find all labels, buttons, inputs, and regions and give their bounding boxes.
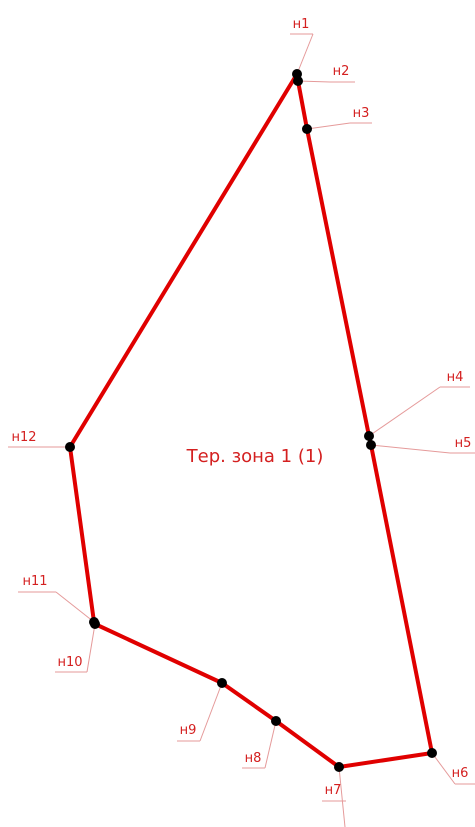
leader-line xyxy=(55,591,95,623)
node-point xyxy=(293,76,303,86)
node-point xyxy=(364,431,374,441)
node-label: н6 xyxy=(452,766,469,781)
node-point xyxy=(217,678,227,688)
leader-line xyxy=(86,623,96,673)
plot-boundary xyxy=(68,72,434,769)
node-label: н11 xyxy=(22,574,47,589)
node-point xyxy=(271,716,281,726)
node-point xyxy=(65,442,75,452)
leader-line xyxy=(368,386,441,437)
node-label: н7 xyxy=(325,783,342,798)
node-point xyxy=(366,440,376,450)
node-label: н12 xyxy=(11,430,36,445)
leader-line xyxy=(431,752,456,785)
leader-line xyxy=(338,766,346,827)
leader-line xyxy=(264,720,277,769)
zone-label: Тер. зона 1 (1) xyxy=(186,446,324,467)
node-label: н4 xyxy=(447,370,464,385)
node-point xyxy=(334,762,344,772)
node-point xyxy=(89,617,99,627)
node-point xyxy=(427,748,437,758)
leader-line xyxy=(199,682,223,742)
leader-line xyxy=(297,80,331,83)
leader-line xyxy=(370,444,451,454)
leader-line xyxy=(296,33,314,75)
node-point xyxy=(302,124,312,134)
node-label: н10 xyxy=(57,655,82,670)
node-label: н5 xyxy=(455,436,472,451)
leader-line xyxy=(306,122,351,130)
node-label: н1 xyxy=(293,17,310,32)
node-label: н3 xyxy=(353,106,370,121)
node-label: н2 xyxy=(333,64,350,79)
node-label: н9 xyxy=(180,723,197,738)
node-label: н8 xyxy=(245,751,262,766)
